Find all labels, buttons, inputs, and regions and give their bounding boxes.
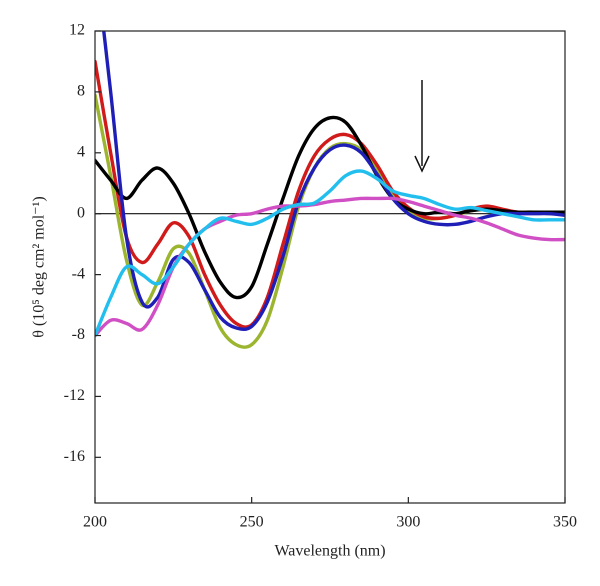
series-line (102, 31, 565, 332)
arrow-head (414, 155, 430, 173)
y-tick-label: -12 (64, 387, 85, 404)
plot-frame (94, 30, 566, 504)
y-tick-label: 12 (69, 22, 85, 39)
series-line (95, 93, 565, 349)
x-axis-label: Wavelength (nm) (274, 543, 385, 560)
series-line (95, 169, 565, 338)
x-tick-label: 200 (83, 514, 107, 531)
x-tick-label: 350 (553, 514, 577, 531)
y-tick-label: -16 (64, 448, 85, 465)
y-tick-label: 0 (77, 204, 85, 221)
plot-area (95, 31, 565, 349)
x-tick-label: 300 (396, 514, 420, 531)
y-tick-label: -8 (72, 326, 85, 343)
y-tick-label: -4 (72, 265, 85, 282)
series-line (95, 59, 565, 329)
x-tick-label: 250 (240, 514, 264, 531)
y-axis-label: θ (10⁵ deg cm² mol⁻¹) (31, 196, 48, 337)
y-tick-label: 4 (77, 143, 85, 160)
y-tick-label: 8 (77, 83, 85, 100)
